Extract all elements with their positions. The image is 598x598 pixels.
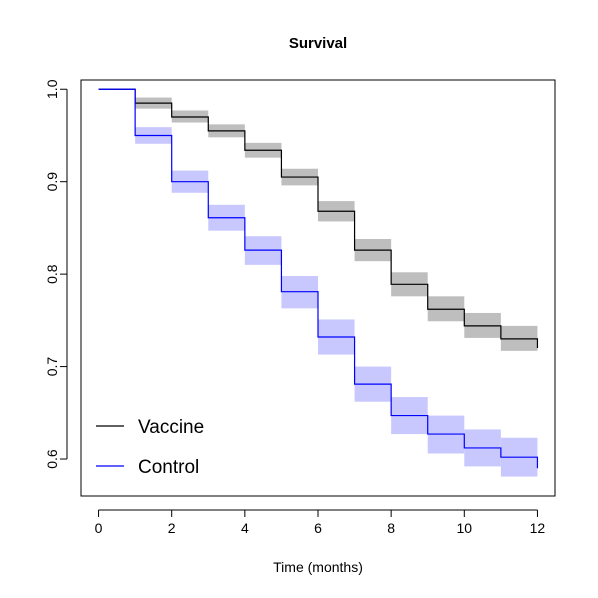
- y-tick-label: 1.0: [44, 79, 60, 99]
- y-tick-label: 0.9: [44, 172, 60, 192]
- x-tick-label: 4: [241, 520, 249, 536]
- chart-title: Survival: [289, 35, 347, 52]
- y-axis: 0.6 0.7 0.8 0.9 1.0: [44, 79, 68, 469]
- y-tick-label: 0.7: [44, 357, 60, 377]
- vaccine-survival-line: [98, 88, 539, 349]
- x-tick-label: 8: [387, 520, 395, 536]
- control-survival-line: [98, 88, 539, 469]
- legend-label-vaccine: Vaccine: [138, 417, 204, 438]
- y-tick-label: 0.8: [44, 264, 60, 284]
- x-axis-label: Time (months): [273, 559, 363, 575]
- x-tick-label: 0: [95, 520, 103, 536]
- y-tick-label: 0.6: [44, 449, 60, 469]
- x-tick-label: 2: [168, 520, 176, 536]
- legend-label-control: Control: [138, 457, 199, 478]
- x-tick-label: 10: [457, 520, 473, 536]
- series-lines: [98, 88, 539, 469]
- x-tick-label: 6: [314, 520, 322, 536]
- legend: Vaccine Control: [96, 417, 204, 478]
- x-axis: 0 2 4 6 8 10 12: [95, 509, 546, 536]
- plot-frame: [80, 79, 556, 497]
- x-tick-label: 12: [530, 520, 546, 536]
